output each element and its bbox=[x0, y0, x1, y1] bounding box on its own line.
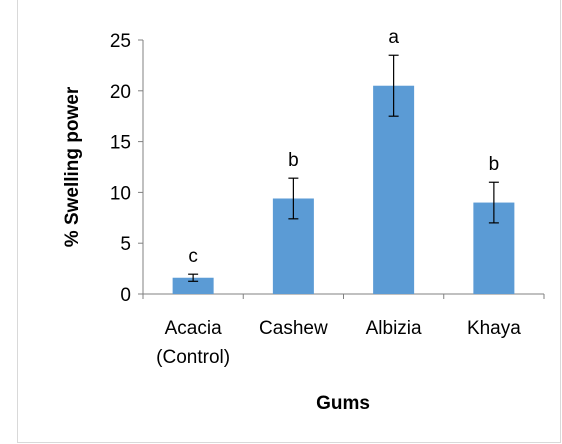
y-tick-label: 5 bbox=[120, 234, 131, 255]
x-category-label: Acacia bbox=[165, 318, 222, 339]
y-tick-label: 10 bbox=[110, 183, 131, 204]
y-tick-label: 0 bbox=[120, 285, 131, 306]
bars bbox=[172, 54, 515, 294]
x-category-label: Cashew bbox=[259, 318, 328, 339]
x-category-label: (Control) bbox=[156, 347, 230, 368]
x-axis-title: Gums bbox=[316, 393, 370, 414]
y-axis-title: % Swelling power bbox=[62, 86, 83, 247]
x-category-label: Khaya bbox=[467, 318, 521, 339]
significance-label: c bbox=[188, 246, 198, 267]
significance-label: a bbox=[388, 27, 399, 48]
y-tick-label: 20 bbox=[110, 82, 131, 103]
bar bbox=[172, 277, 214, 294]
y-tick-label: 25 bbox=[110, 31, 131, 52]
bar bbox=[373, 85, 415, 294]
significance-label: b bbox=[288, 150, 299, 171]
significance-label: b bbox=[489, 154, 500, 175]
y-tick-label: 15 bbox=[110, 133, 131, 154]
labels: c Acacia (Control) b Cashew a Albizia b Khaya bbox=[156, 27, 521, 368]
x-category-label: Albizia bbox=[366, 318, 422, 339]
